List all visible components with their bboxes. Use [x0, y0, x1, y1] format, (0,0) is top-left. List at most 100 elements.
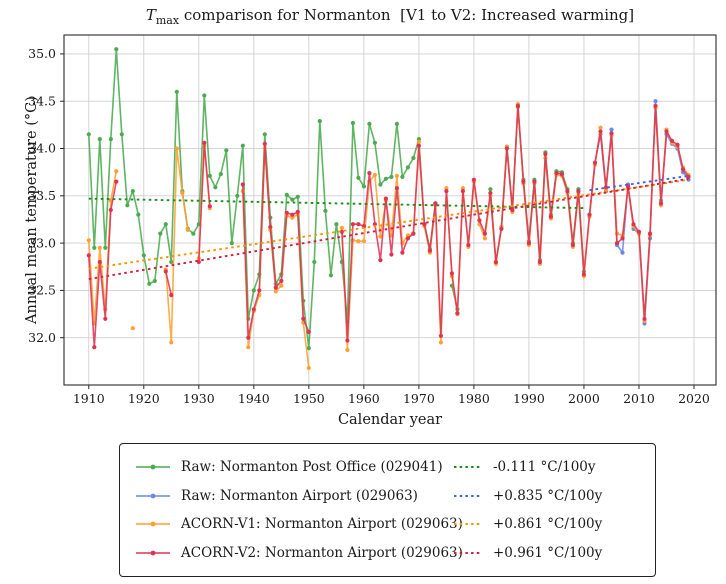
- data-point-acorn-v1-1928: [185, 227, 190, 232]
- data-point-acorn-v2-1959: [356, 222, 361, 227]
- legend-entry-trend-acorn-v1: +0.861 °C/100y: [452, 516, 645, 532]
- data-point-acorn-v2-1948: [295, 209, 300, 214]
- data-point-acorn-v2-1949: [301, 316, 306, 321]
- data-point-raw-post-office-1946: [284, 192, 289, 197]
- data-point-raw-post-office-1948: [295, 194, 300, 199]
- data-point-acorn-v1-1960: [361, 239, 366, 244]
- data-point-raw-post-office-1935: [224, 148, 229, 153]
- data-point-raw-post-office-1959: [356, 175, 361, 180]
- data-point-raw-post-office-1933: [213, 185, 218, 190]
- data-point-acorn-v2-1972: [427, 248, 432, 253]
- data-point-raw-post-office-1965: [389, 174, 394, 179]
- data-point-acorn-v2-1996: [559, 172, 565, 177]
- data-point-raw-post-office-1938: [240, 143, 245, 148]
- data-point-acorn-v2-2003: [598, 129, 603, 134]
- title-variable: T: [145, 6, 156, 24]
- data-point-acorn-v2-1942: [262, 141, 267, 146]
- data-point-raw-post-office-1951: [312, 259, 317, 265]
- data-point-acorn-v1-1939: [246, 345, 251, 350]
- data-point-acorn-v2-1978: [460, 189, 465, 194]
- data-point-acorn-v2-1994: [548, 214, 554, 219]
- data-point-raw-post-office-1932: [207, 173, 212, 178]
- data-point-acorn-v1-1982: [482, 236, 487, 241]
- data-point-acorn-v1-1963: [378, 234, 383, 239]
- data-point-raw-post-office-1963: [378, 182, 383, 187]
- data-point-acorn-v2-1967: [400, 250, 405, 255]
- x-tick-label-2000: 2000: [568, 391, 600, 406]
- legend: Raw: Normanton Post Office (029041) -0.1…: [119, 443, 656, 577]
- x-tick-label-1960: 1960: [348, 391, 380, 406]
- data-point-raw-post-office-1962: [372, 140, 377, 145]
- data-point-raw-post-office-1983: [488, 187, 493, 192]
- data-point-acorn-v2-2011: [642, 316, 647, 321]
- data-point-acorn-v2-2012: [647, 231, 653, 236]
- data-point-acorn-v2-1976: [449, 271, 454, 276]
- legend-marker-raw-airport: [136, 493, 170, 499]
- legend-label: +0.961 °C/100y: [493, 544, 603, 561]
- data-point-raw-post-office-1940: [251, 288, 256, 293]
- data-point-raw-post-office-1934: [218, 172, 223, 177]
- x-tick-label-2010: 2010: [623, 391, 655, 406]
- data-point-acorn-v2-1975: [444, 189, 449, 194]
- legend-marker-acorn-v1: [136, 521, 170, 527]
- data-point-acorn-v1-1950: [306, 365, 311, 371]
- data-point-acorn-v1-1959: [356, 239, 361, 244]
- trend-raw-airport: [589, 175, 689, 192]
- data-point-acorn-v1-1966: [394, 173, 399, 178]
- legend-marker-trend-green: [454, 466, 482, 469]
- data-point-acorn-v2-2019: [686, 174, 691, 179]
- data-point-acorn-v2-1970: [416, 143, 421, 148]
- data-point-acorn-v2-1944: [273, 285, 278, 290]
- data-point-acorn-v2-1969: [411, 231, 416, 236]
- data-point-raw-post-office-1918: [130, 189, 135, 194]
- data-point-acorn-v2-1943: [268, 224, 273, 230]
- data-point-raw-post-office-1925: [169, 259, 174, 265]
- data-point-raw-post-office-1954: [328, 273, 333, 278]
- data-point-raw-post-office-1920: [141, 253, 146, 258]
- data-point-acorn-v2-1939: [246, 335, 251, 340]
- data-point-acorn-v2-1982: [482, 231, 487, 236]
- data-point-acorn-v2-1931: [202, 140, 207, 145]
- data-point-raw-post-office-1912: [97, 137, 102, 142]
- data-point-raw-post-office-1919: [136, 212, 141, 217]
- legend-label: +0.861 °C/100y: [493, 516, 603, 533]
- chart-title: Tmax comparison for Normanton [V1 to V2:…: [64, 6, 716, 27]
- legend-entry-acorn-v2: ACORN-V2: Normanton Airport (029063): [134, 545, 463, 561]
- data-point-acorn-v2-1999: [576, 189, 581, 194]
- data-point-raw-post-office-1950: [306, 346, 311, 351]
- x-tick-label-1950: 1950: [293, 391, 325, 406]
- legend-entry-trend-raw-post-office: -0.111 °C/100y: [452, 459, 645, 475]
- legend-entry-raw-post-office: Raw: Normanton Post Office (029041): [134, 459, 452, 475]
- legend-label: Raw: Normanton Post Office (029041): [181, 459, 443, 476]
- data-point-acorn-v2-2016: [669, 138, 675, 143]
- data-point-raw-post-office-1910: [86, 132, 91, 137]
- data-point-acorn-v2-1988: [515, 103, 521, 108]
- plot-border: [63, 34, 717, 386]
- data-point-acorn-v2-1986: [504, 146, 509, 151]
- data-point-acorn-v2-1910: [86, 253, 91, 258]
- data-point-acorn-v2-1965: [389, 252, 394, 257]
- data-point-raw-post-office-1952: [317, 119, 322, 124]
- x-tick-label-1940: 1940: [238, 391, 270, 406]
- trend-acorn-v1: [88, 178, 689, 270]
- data-point-raw-post-office-1921: [147, 281, 152, 286]
- series-line-acorn-v2: [165, 270, 173, 296]
- data-point-acorn-v1-1945: [279, 283, 284, 288]
- data-point-raw-post-office-1937: [235, 193, 240, 198]
- data-point-acorn-v1-1947: [290, 215, 295, 220]
- legend-entry-trend-acorn-v2: +0.961 °C/100y: [452, 545, 645, 561]
- data-point-raw-post-office-1969: [411, 155, 416, 161]
- data-point-acorn-v2-1938: [240, 182, 245, 187]
- data-point-acorn-v2-1915: [114, 179, 119, 184]
- data-point-acorn-v2-1997: [565, 189, 570, 194]
- legend-label: +0.835 °C/100y: [493, 487, 603, 504]
- x-tick-label-1990: 1990: [513, 391, 545, 406]
- data-point-acorn-v1-1962: [372, 172, 377, 178]
- legend-entry-acorn-v1: ACORN-V1: Normanton Airport (029063): [134, 516, 463, 532]
- legend-marker-acorn-v2: [136, 550, 170, 556]
- x-tick-label-1980: 1980: [458, 391, 490, 406]
- legend-label: ACORN-V2: Normanton Airport (029063): [181, 544, 463, 561]
- data-point-acorn-v2-2015: [664, 129, 669, 134]
- data-point-acorn-v2-2017: [675, 142, 680, 147]
- y-tick-label-33.5: 33.5: [28, 188, 56, 203]
